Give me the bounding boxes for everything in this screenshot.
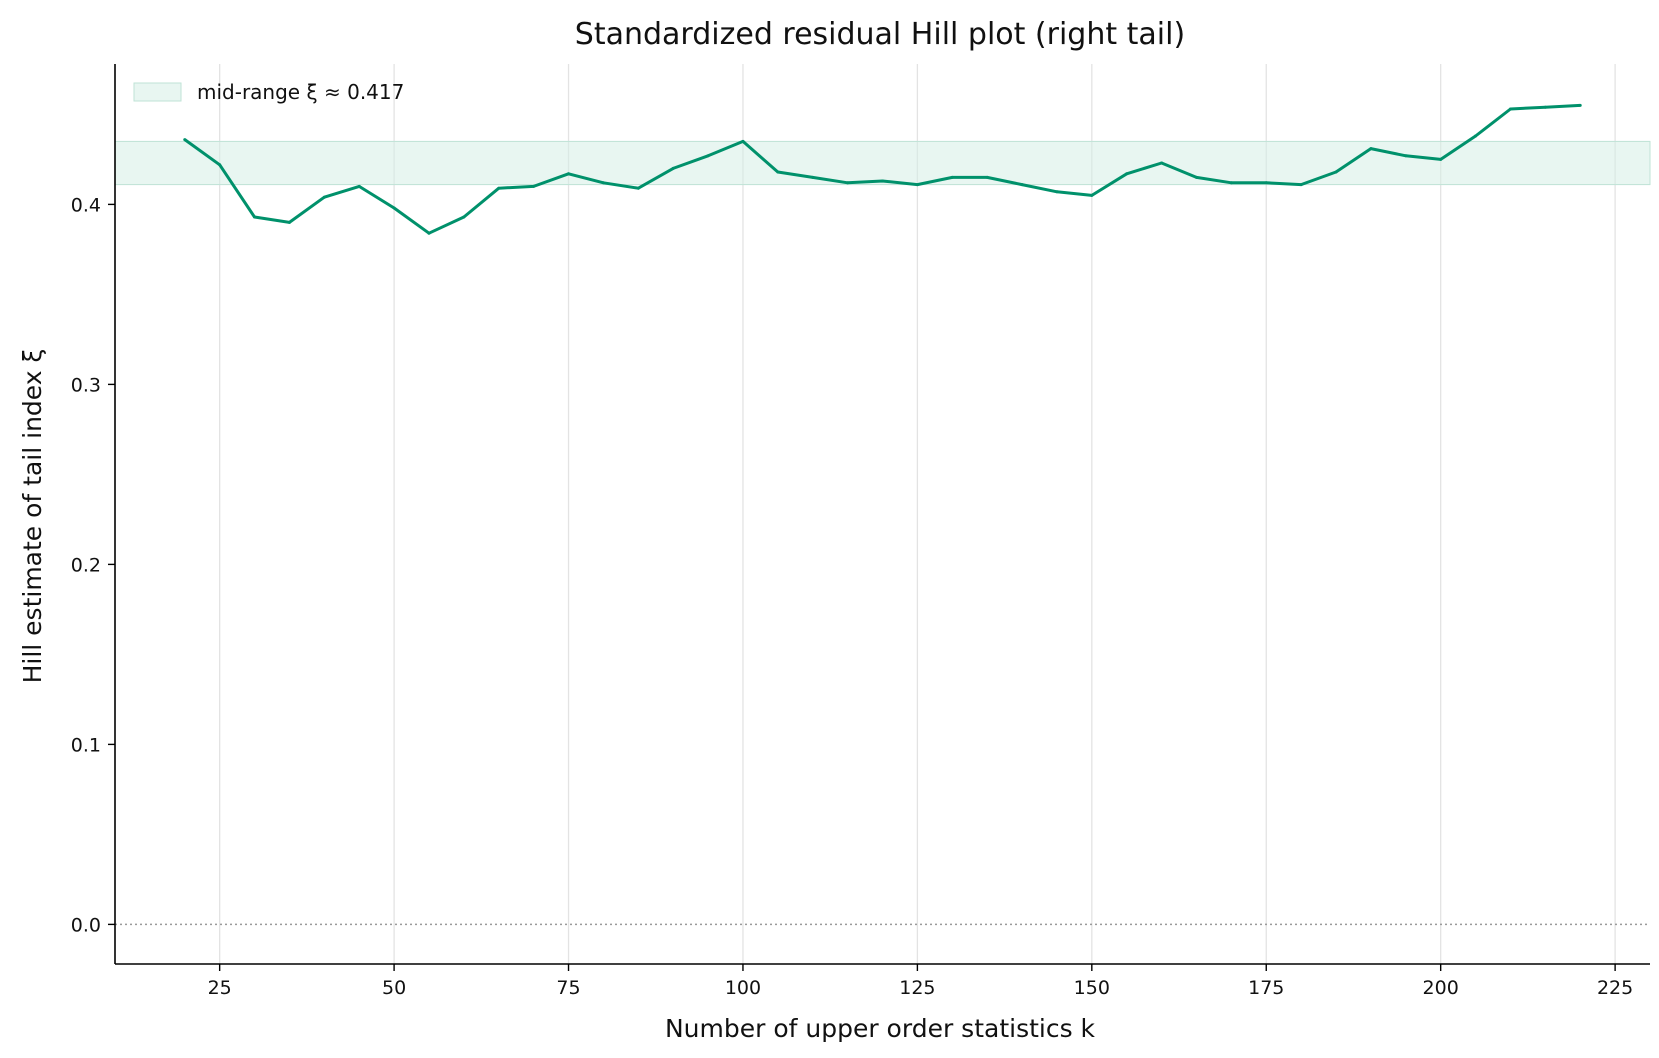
data-point-0-26 (1090, 193, 1094, 197)
data-point-0-22 (950, 175, 954, 179)
x-tick-label-100: 100 (725, 977, 761, 999)
data-point-0-39 (1543, 105, 1547, 109)
data-point-0-32 (1299, 183, 1303, 187)
data-point-0-35 (1404, 154, 1408, 158)
data-point-0-6 (392, 206, 396, 210)
data-point-0-2 (253, 215, 257, 219)
data-point-0-29 (1194, 175, 1198, 179)
data-point-0-14 (671, 166, 675, 170)
x-tick-label-175: 175 (1248, 977, 1284, 999)
data-point-0-0 (183, 138, 187, 142)
x-axis-ticks: 25 50 75 100 125 150 175 200 225 (208, 964, 1633, 999)
data-point-0-21 (915, 183, 919, 187)
x-tick-label-225: 225 (1597, 977, 1633, 999)
mid-range-band (114, 140, 1651, 186)
data-point-0-25 (1055, 190, 1059, 194)
legend-label: mid-range ξ ≈ 0.417 (197, 80, 404, 104)
x-tick-label-200: 200 (1423, 977, 1459, 999)
data-point-0-3 (287, 220, 291, 224)
chart-title: Standardized residual Hill plot (right t… (575, 17, 1185, 52)
data-point-0-1 (218, 163, 222, 167)
data-point-0-37 (1474, 134, 1478, 138)
data-point-0-10 (532, 184, 536, 188)
data-point-0-9 (497, 186, 501, 190)
data-point-0-33 (1334, 170, 1338, 174)
data-point-0-23 (985, 175, 989, 179)
axes (114, 64, 1650, 965)
data-point-0-4 (322, 195, 326, 199)
data-point-0-13 (636, 186, 640, 190)
y-tick-label-2: 0.2 (71, 554, 101, 576)
data-point-0-34 (1369, 147, 1373, 151)
x-tick-label-150: 150 (1074, 977, 1110, 999)
data-point-0-15 (706, 154, 710, 158)
data-point-0-38 (1508, 107, 1512, 111)
data-point-0-31 (1264, 181, 1268, 185)
data-point-0-12 (601, 181, 605, 185)
data-point-0-5 (357, 184, 361, 188)
data-point-0-28 (1160, 161, 1164, 165)
data-point-0-17 (776, 170, 780, 174)
data-point-0-27 (1125, 172, 1129, 176)
x-tick-label-125: 125 (899, 977, 935, 999)
data-point-0-36 (1439, 157, 1443, 161)
y-tick-label-0: 0.0 (71, 914, 101, 936)
grid-lines (219, 64, 1616, 964)
legend: mid-range ξ ≈ 0.417 (133, 80, 404, 104)
y-axis-label: Hill estimate of tail index ξ (18, 349, 47, 684)
y-tick-label-3: 0.3 (71, 374, 101, 396)
data-point-0-7 (427, 231, 431, 235)
y-axis-ticks: 0.0 0.1 0.2 0.3 0.4 (71, 194, 115, 936)
x-tick-label-75: 75 (556, 977, 580, 999)
legend-swatch (133, 82, 182, 102)
x-axis-label: Number of upper order statistics k (665, 1014, 1096, 1043)
data-point-0-19 (846, 181, 850, 185)
data-point-0-40 (1578, 103, 1582, 107)
data-point-0-30 (1229, 181, 1233, 185)
x-tick-label-50: 50 (382, 977, 406, 999)
x-tick-label-25: 25 (208, 977, 232, 999)
data-point-0-11 (567, 172, 571, 176)
y-tick-label-4: 0.4 (71, 194, 101, 216)
data-point-0-18 (811, 175, 815, 179)
y-tick-label-1: 0.1 (71, 734, 101, 756)
data-point-0-8 (462, 215, 466, 219)
data-point-0-24 (1020, 183, 1024, 187)
data-point-0-20 (881, 179, 884, 183)
series-group (183, 103, 1582, 235)
data-point-0-16 (741, 139, 745, 143)
